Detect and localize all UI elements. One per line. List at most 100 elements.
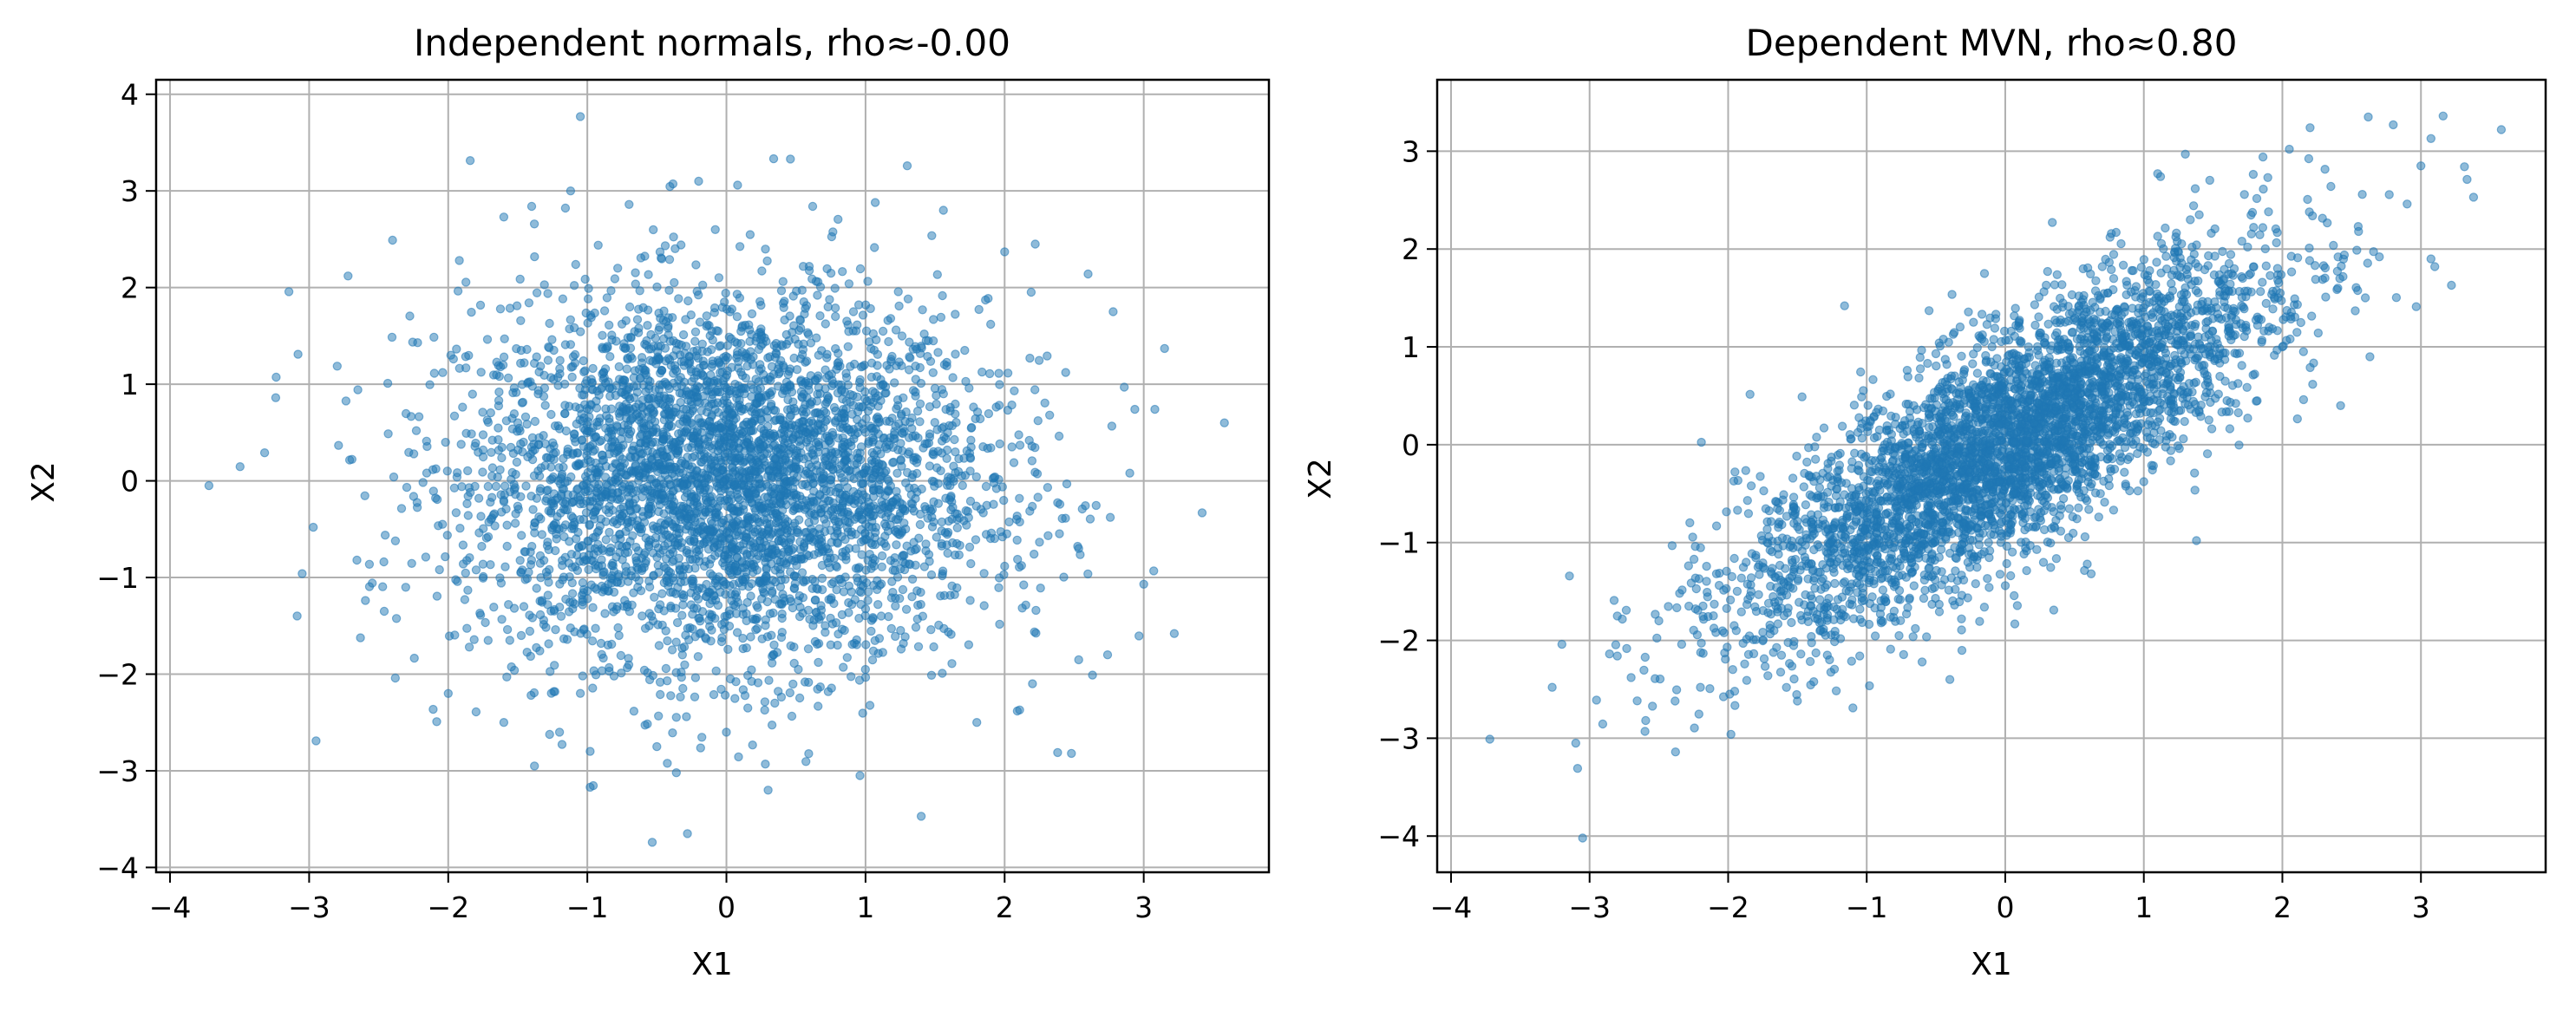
scatter-point xyxy=(657,436,668,447)
scatter-point xyxy=(487,513,497,523)
scatter-point xyxy=(930,383,940,394)
scatter-point xyxy=(795,537,805,546)
scatter-point xyxy=(803,468,813,479)
scatter-point xyxy=(675,509,684,519)
scatter-point xyxy=(801,576,811,585)
scatter-point xyxy=(760,697,770,707)
scatter-point xyxy=(486,560,495,570)
panel-title: Dependent MVN, rho≈0.80 xyxy=(1746,22,2238,64)
scatter-point xyxy=(718,477,729,486)
scatter-point xyxy=(667,645,677,655)
scatter-point xyxy=(759,369,768,380)
scatter-point xyxy=(1053,498,1062,508)
scatter-point xyxy=(971,472,982,482)
scatter-point xyxy=(478,467,487,477)
scatter-point xyxy=(817,346,827,355)
scatter-point xyxy=(964,542,975,552)
scatter-point xyxy=(768,608,778,618)
scatter-point xyxy=(549,454,559,465)
scatter-point xyxy=(387,332,397,342)
scatter-point xyxy=(1067,748,1076,759)
scatter-point xyxy=(1043,483,1053,492)
scatter-point xyxy=(852,635,861,645)
scatter-point xyxy=(614,630,624,641)
scatter-point xyxy=(743,512,753,521)
scatter-point xyxy=(435,564,444,575)
scatter-point xyxy=(630,366,640,375)
scatter-point xyxy=(701,634,711,644)
scatter-point xyxy=(950,550,960,560)
scatter-point xyxy=(690,327,701,336)
scatter-point xyxy=(755,532,766,541)
scatter-point xyxy=(843,342,853,351)
scatter-point xyxy=(567,372,577,382)
scatter-point xyxy=(979,569,989,578)
scatter-point xyxy=(694,414,703,423)
scatter-point xyxy=(847,527,857,537)
scatter-point xyxy=(739,383,749,393)
scatter-point xyxy=(665,336,675,346)
scatter-point xyxy=(452,344,461,354)
scatter-point xyxy=(591,670,601,680)
scatter-point xyxy=(1730,701,1740,710)
scatter-point xyxy=(986,528,997,538)
scatter-point xyxy=(401,583,410,592)
scatter-point xyxy=(810,577,820,587)
scatter-point xyxy=(797,393,807,402)
scatter-point xyxy=(204,480,214,491)
scatter-point xyxy=(729,408,739,418)
scatter-point xyxy=(869,450,879,460)
scatter-point xyxy=(755,297,765,306)
scatter-point xyxy=(787,420,797,430)
scatter-point xyxy=(893,529,904,539)
scatter-point xyxy=(503,373,513,383)
x-tick-label: −3 xyxy=(288,890,330,924)
scatter-point xyxy=(636,253,646,263)
scatter-point xyxy=(1033,416,1043,426)
scatter-point xyxy=(1083,269,1093,279)
scatter-point xyxy=(792,365,802,375)
scatter-point xyxy=(936,466,945,476)
scatter-point xyxy=(1077,504,1088,514)
scatter-point xyxy=(532,642,541,653)
scatter-point xyxy=(513,505,523,514)
scatter-point xyxy=(693,652,703,662)
scatter-point xyxy=(580,274,590,284)
scatter-point xyxy=(878,326,888,336)
scatter-point xyxy=(526,651,536,662)
scatter-point xyxy=(591,623,600,633)
scatter-point xyxy=(401,408,411,419)
scatter-point xyxy=(866,372,877,382)
scatter-point xyxy=(1085,514,1095,524)
scatter-point xyxy=(515,556,525,565)
scatter-point xyxy=(785,311,794,321)
scatter-point xyxy=(661,452,671,461)
scatter-point xyxy=(787,711,797,721)
scatter-point xyxy=(731,609,742,619)
scatter-point xyxy=(785,412,794,421)
scatter-point xyxy=(618,462,628,473)
scatter-point xyxy=(412,503,422,512)
scatter-point xyxy=(815,311,825,321)
scatter-point xyxy=(505,636,515,645)
scatter-point xyxy=(588,384,598,395)
scatter-point xyxy=(770,431,780,440)
scatter-point xyxy=(678,683,688,694)
scatter-point xyxy=(620,343,631,354)
scatter-point xyxy=(692,508,702,519)
scatter-point xyxy=(552,534,561,544)
scatter-point xyxy=(755,383,766,393)
scatter-point xyxy=(780,426,789,435)
scatter-point xyxy=(552,524,562,534)
scatter-point xyxy=(544,342,553,352)
scatter-point xyxy=(644,270,653,279)
scatter-point xyxy=(1964,307,1973,316)
y-tick-label: −1 xyxy=(96,561,139,595)
scatter-point xyxy=(530,445,539,454)
scatter-point xyxy=(500,562,510,571)
scatter-point xyxy=(629,441,638,451)
scatter-point xyxy=(453,577,462,586)
scatter-point xyxy=(739,539,749,549)
scatter-point xyxy=(722,611,732,621)
